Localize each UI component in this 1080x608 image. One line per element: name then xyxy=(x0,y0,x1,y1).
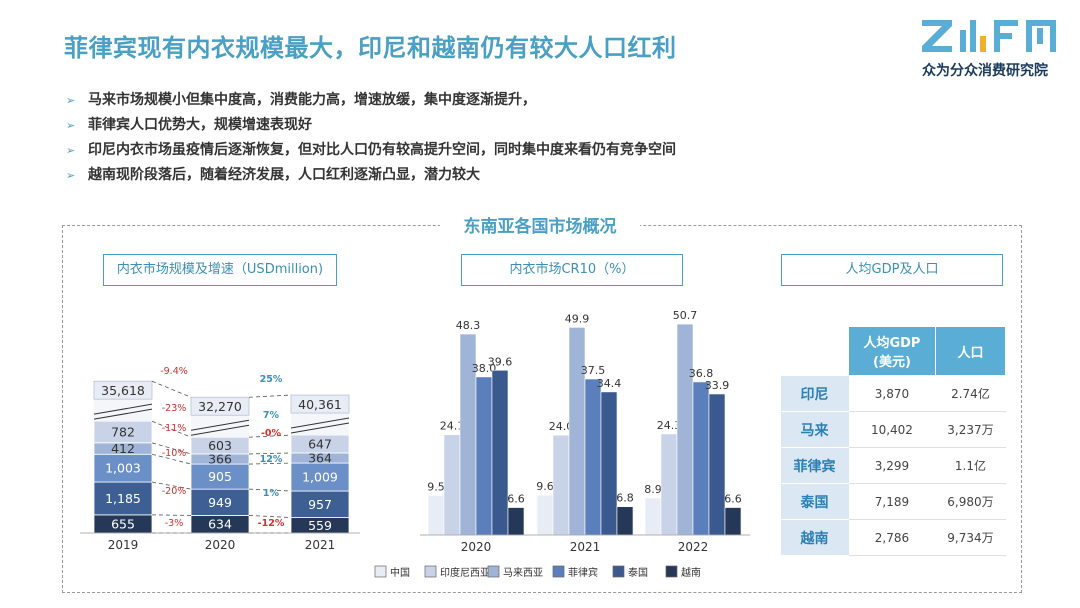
gdp-table: 人均GDP (美元) 人口 印尼 3,870 2.74亿 马来 10,402 3,237万… xyxy=(780,326,1007,556)
country-cell: 泰国 xyxy=(780,483,849,520)
bullet-list: ➢ 马来市场规模小但集中度高，消费能力高，增速放缓，集中度逐渐提升， ➢ 菲律宾人口… xyxy=(66,88,676,188)
gdp-column-header: 人均GDP (美元) xyxy=(848,326,936,376)
arrow-icon: ➢ xyxy=(66,169,76,182)
gdp-cell: 2,786 xyxy=(848,519,936,556)
country-cell: 印尼 xyxy=(780,375,849,412)
arrow-icon: ➢ xyxy=(66,119,76,132)
section-title: 东南亚各国市场概况 xyxy=(440,212,640,237)
gdp-cell: 7,189 xyxy=(848,483,936,520)
page-title: 菲律宾现有内衣规模最大，印尼和越南仍有较大人口红利 xyxy=(64,34,677,62)
population-cell: 3,237万 xyxy=(935,411,1006,448)
population-column-header: 人口 xyxy=(934,326,1007,376)
table-row: 菲律宾 3,299 1.1亿 xyxy=(780,447,1006,484)
logo-mark-icon xyxy=(922,20,1056,52)
population-cell: 6,980万 xyxy=(935,483,1006,520)
gdp-cell: 10,402 xyxy=(848,411,936,448)
population-cell: 1.1亿 xyxy=(935,447,1006,484)
bullet-item: ➢ 越南现阶段落后，随着经济发展，人口红利逐渐凸显，潜力较大 xyxy=(66,163,676,188)
market-size-chart-title: 内衣市场规模及增速（USDmillion) xyxy=(103,254,337,286)
gdp-cell: 3,299 xyxy=(848,447,936,484)
table-row: 印尼 3,870 2.74亿 xyxy=(780,375,1006,412)
cr10-chart-title: 内衣市场CR10（%） xyxy=(461,254,683,286)
bullet-item: ➢ 印尼内衣市场虽疫情后逐渐恢复，但对比人口仍有较高提升空间，同时集中度来看仍有竞… xyxy=(66,138,676,163)
country-cell: 越南 xyxy=(780,519,849,556)
table-row: 泰国 7,189 6,980万 xyxy=(780,483,1006,520)
country-cell: 马来 xyxy=(780,411,849,448)
arrow-icon: ➢ xyxy=(66,94,76,107)
country-cell: 菲律宾 xyxy=(780,447,849,484)
table-corner xyxy=(780,326,849,376)
gdp-table-title: 人均GDP及人口 xyxy=(781,254,1003,286)
population-cell: 9,734万 xyxy=(935,519,1006,556)
gdp-cell: 3,870 xyxy=(848,375,936,412)
table-row: 马来 10,402 3,237万 xyxy=(780,411,1006,448)
population-cell: 2.74亿 xyxy=(935,375,1006,412)
brand-logo xyxy=(922,20,1056,52)
table-row: 越南 2,786 9,734万 xyxy=(780,519,1006,556)
brand-name: 众为分众消费研究院 xyxy=(922,63,1048,79)
bullet-item: ➢ 马来市场规模小但集中度高，消费能力高，增速放缓，集中度逐渐提升， xyxy=(66,88,676,113)
bullet-item: ➢ 菲律宾人口优势大，规模增速表现好 xyxy=(66,113,676,138)
arrow-icon: ➢ xyxy=(66,144,76,157)
